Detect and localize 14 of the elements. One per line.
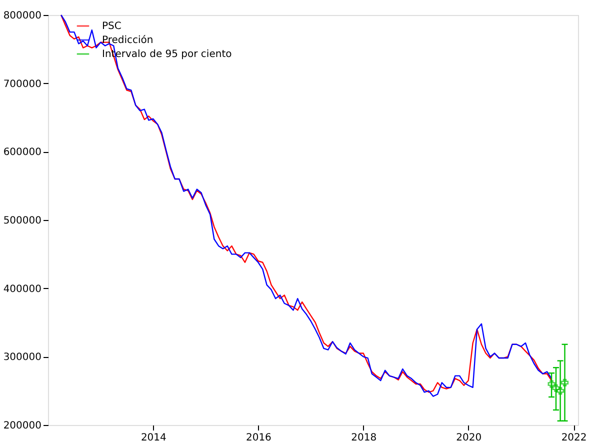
x-tick-label: 2022 (561, 432, 587, 444)
x-tick-label: 2016 (246, 432, 272, 444)
y-tick-label: 600000 (3, 147, 42, 158)
x-tick-label: 2018 (351, 432, 377, 444)
y-tick-label: 500000 (3, 216, 42, 226)
y-tick-label: 800000 (3, 10, 42, 22)
legend-label: Predicción (102, 35, 154, 46)
x-tick-label: 2014 (140, 432, 166, 444)
y-tick-label: 300000 (3, 352, 42, 364)
y-tick-label: 200000 (3, 420, 42, 432)
legend-label: PSC (102, 21, 122, 32)
y-tick-label: 400000 (3, 284, 42, 295)
x-tick-label: 2020 (456, 432, 482, 444)
y-tick-label: 700000 (3, 78, 42, 90)
